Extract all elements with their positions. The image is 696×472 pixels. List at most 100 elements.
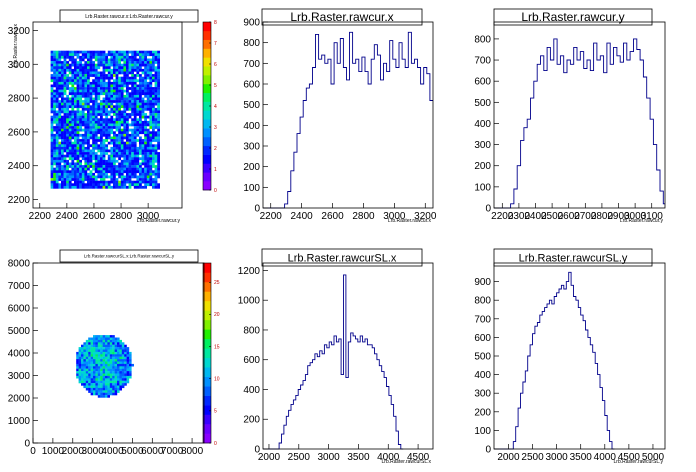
heatmap-cell <box>110 120 114 124</box>
x-tick-label: 2500 <box>521 452 544 463</box>
heatmap-cell <box>68 105 72 109</box>
heatmap-cell <box>146 68 150 72</box>
heatmap-cell <box>58 105 62 109</box>
heatmap-cell <box>105 390 108 393</box>
heatmap-cell <box>50 131 54 135</box>
heatmap-cell <box>131 165 134 168</box>
heatmap-cell <box>55 175 59 179</box>
heatmap-cell <box>128 94 132 98</box>
heatmap-cell <box>76 159 80 163</box>
y-tick-label: 4000 <box>8 349 31 360</box>
heatmap-cell <box>131 66 134 70</box>
heatmap-cell <box>113 141 116 145</box>
heatmap-cell <box>133 118 137 122</box>
heatmap-cell <box>55 97 59 101</box>
heatmap-cell <box>78 371 82 374</box>
heatmap-cell <box>113 167 116 171</box>
heatmap-cells <box>50 50 160 189</box>
heatmap-cell <box>152 100 155 103</box>
heatmap-cell <box>126 123 129 127</box>
heatmap-cell <box>87 79 90 83</box>
heatmap-cell <box>74 183 77 187</box>
heatmap-cell <box>107 342 110 345</box>
heatmap-cell <box>102 68 106 72</box>
heatmap-cell <box>149 63 153 67</box>
y-tick-label: 400 <box>243 385 260 396</box>
heatmap-cell <box>66 139 69 142</box>
heatmap-cell <box>90 385 94 389</box>
heatmap-cell <box>84 123 88 127</box>
heatmap-cell <box>139 126 142 129</box>
heatmap-cell <box>141 89 145 93</box>
heatmap-cell <box>95 373 98 377</box>
heatmap-cell <box>83 344 86 348</box>
heatmap-cell <box>58 102 62 106</box>
heatmap-cell <box>95 356 98 360</box>
heatmap-cell <box>133 162 137 166</box>
y-tick-label: 800 <box>474 296 491 307</box>
heatmap-cell <box>102 385 106 389</box>
heatmap-cell <box>105 378 108 381</box>
heatmap-cell <box>146 76 150 80</box>
heatmap-cell <box>83 375 86 379</box>
heatmap-cell <box>118 139 121 142</box>
heatmap-cell <box>53 115 56 119</box>
heatmap-cell <box>50 61 54 64</box>
heatmap-cell <box>92 128 95 132</box>
colorbar-band <box>203 329 211 340</box>
heatmap-cell <box>94 71 98 75</box>
heatmap-cell <box>133 157 137 161</box>
heatmap-cell <box>71 157 75 161</box>
heatmap-cell <box>85 373 89 377</box>
heatmap-cell <box>113 87 116 90</box>
heatmap-cell <box>128 167 132 171</box>
heatmap-cell <box>74 115 77 119</box>
heatmap-cell <box>128 185 132 189</box>
y-tick-label: 2800 <box>8 94 31 105</box>
heatmap-cell <box>50 185 54 189</box>
heatmap-cell <box>63 61 67 64</box>
heatmap-cell <box>76 100 80 103</box>
heatmap-cell <box>131 175 134 179</box>
chart-title-box <box>261 8 423 26</box>
heatmap-cell <box>124 351 127 355</box>
heatmap-cell <box>94 68 98 72</box>
heatmap-cell <box>66 66 69 70</box>
heatmap-cell <box>94 76 98 80</box>
heatmap-cell <box>105 53 108 57</box>
heatmap-cell <box>126 185 129 189</box>
heatmap-cell <box>84 97 88 101</box>
heatmap-cell <box>136 178 140 181</box>
heatmap-cell <box>76 126 80 129</box>
heatmap-cell <box>68 144 72 148</box>
heatmap-cell <box>61 175 64 179</box>
heatmap-cell <box>118 120 121 124</box>
heatmap-cell <box>97 165 101 168</box>
heatmap-cell <box>120 87 124 90</box>
heatmap-cell <box>144 162 147 166</box>
heatmap-cell <box>149 133 153 137</box>
heatmap-cell <box>61 50 64 54</box>
heatmap-cell <box>126 102 129 106</box>
heatmap-cell <box>89 92 93 96</box>
heatmap-cell <box>123 94 127 98</box>
heatmap-cell <box>107 123 111 127</box>
heatmap-cell <box>136 84 140 88</box>
heatmap-cell <box>139 68 142 72</box>
heatmap-cell <box>79 133 82 137</box>
heatmap-cell <box>154 159 158 163</box>
heatmap-cell <box>100 351 103 355</box>
colorbar-tick-label: 0 <box>214 441 217 447</box>
heatmap-cell <box>87 71 90 75</box>
heatmap-cell <box>50 165 54 168</box>
colorbar-band <box>203 263 211 273</box>
heatmap-cell <box>114 361 118 365</box>
heatmap-cell <box>50 126 54 129</box>
heatmap-cell <box>157 110 160 114</box>
heatmap-cell <box>113 53 116 57</box>
heatmap-cell <box>66 159 69 163</box>
heatmap-cell <box>100 120 103 124</box>
heatmap-cell <box>76 71 80 75</box>
heatmap-cell <box>154 110 158 114</box>
